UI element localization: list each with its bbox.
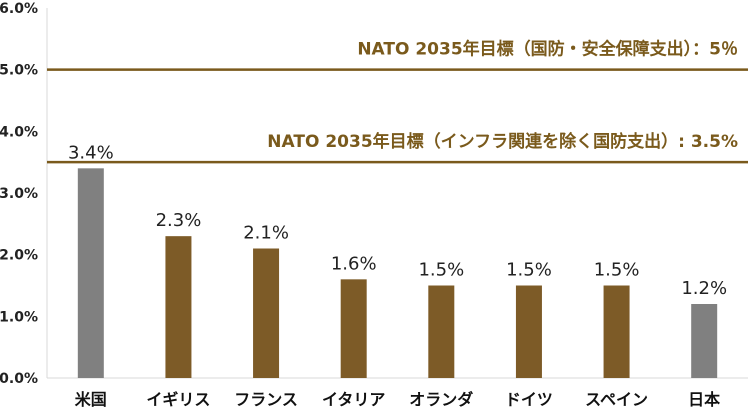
value-label: 2.3% [156,210,202,231]
value-label: 2.1% [243,223,289,244]
bar [77,168,104,378]
reference-line-label: NATO 2035年目標（インフラ関連を除く国防支出）: 3.5% [267,131,738,152]
value-labels: 3.4% 2.3% 2.1% 1.6% 1.5% 1.5% 1.5% 1.2% [68,142,727,299]
y-tick-label: 5.0% [0,63,38,79]
y-tick-label: 1.0% [0,309,38,325]
bar [165,236,192,378]
bar [253,248,280,378]
y-tick-label: 0.0% [0,371,38,387]
category-label: イタリア [322,390,385,409]
category-label: 日本 [688,390,720,409]
category-labels: 米国 イギリス フランス イタリア オランダ ドイツ スペイン 日本 [75,390,720,409]
category-label: スペイン [585,390,648,409]
value-label: 1.6% [331,253,377,274]
bar [603,285,630,378]
bars [77,168,718,378]
category-label: ドイツ [505,390,553,409]
category-label: オランダ [409,390,473,409]
y-tick-label: 4.0% [0,124,38,140]
y-tick-label: 3.0% [0,186,38,202]
category-label: イギリス [146,390,210,409]
bar [428,285,455,378]
reference-lines: NATO 2035年目標（国防・安全保障支出）：5％ NATO 2035年目標（イ… [47,39,748,164]
bar [691,304,718,378]
value-label: 1.5% [506,260,552,281]
value-label: 1.5% [594,260,640,281]
bar [515,285,542,378]
bar [340,279,367,378]
category-label: 米国 [75,390,107,409]
y-tick-label: 6.0% [0,1,38,17]
y-tick-labels: 0.0% 1.0% 2.0% 3.0% 4.0% 5.0% 6.0% [0,1,38,387]
value-label: 1.2% [681,278,727,299]
reference-line-label: NATO 2035年目標（国防・安全保障支出）：5％ [357,39,738,60]
value-label: 1.5% [418,260,464,281]
category-label: フランス [234,390,298,409]
y-tick-label: 2.0% [0,248,38,264]
value-label: 3.4% [68,142,114,163]
